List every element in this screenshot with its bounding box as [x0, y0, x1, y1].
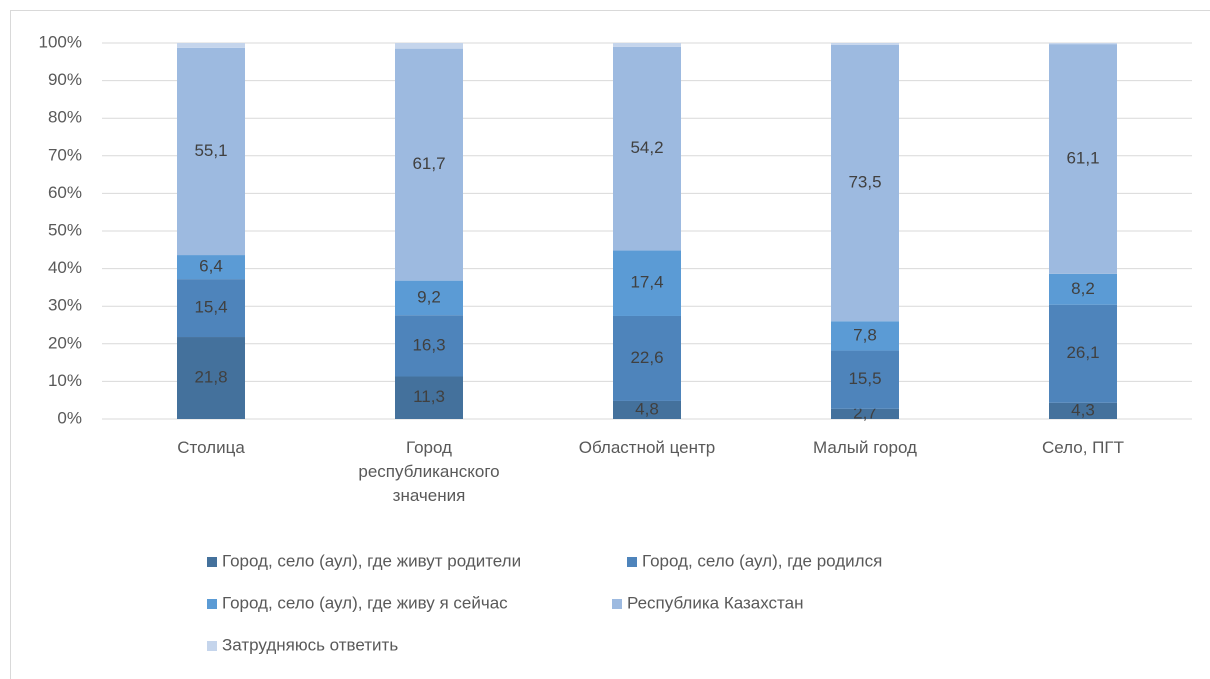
- y-tick-label: 20%: [48, 333, 82, 352]
- data-label: 15,5: [848, 369, 881, 388]
- legend-label: Республика Казахстан: [627, 593, 803, 612]
- bar-segment: [613, 46, 681, 251]
- legend-label: Затрудняюсь ответить: [222, 635, 398, 654]
- data-label: 4,8: [635, 399, 659, 418]
- data-label: 17,4: [630, 273, 663, 292]
- legend-label: Город, село (аул), где живу я сейчас: [222, 593, 508, 612]
- legend-label: Город, село (аул), где живут родители: [222, 551, 521, 570]
- y-tick-label: 50%: [48, 220, 82, 239]
- bar-segment: [1049, 43, 1117, 45]
- y-tick-label: 30%: [48, 296, 82, 315]
- x-tick-label: Областной центр: [578, 438, 716, 457]
- data-label: 8,2: [1071, 279, 1095, 298]
- bar-segment: [613, 315, 681, 401]
- bar-segment: [613, 43, 681, 47]
- data-label: 54,2: [630, 138, 663, 157]
- data-label: 21,8: [194, 368, 227, 387]
- x-tick-label: Столица: [177, 438, 245, 457]
- data-label: 15,4: [194, 298, 227, 317]
- bar-segment: [395, 48, 463, 281]
- data-label: 22,6: [630, 348, 663, 367]
- y-tick-label: 80%: [48, 108, 82, 127]
- data-label: 6,4: [199, 257, 223, 276]
- data-label: 16,3: [412, 335, 445, 354]
- bar-segment: [831, 43, 899, 45]
- x-tick-label: Малый город: [813, 438, 917, 457]
- y-tick-label: 90%: [48, 70, 82, 89]
- legend-swatch: [207, 557, 217, 567]
- bar-segment: [177, 43, 245, 48]
- bar-segment: [395, 280, 463, 316]
- data-label: 7,8: [853, 325, 877, 344]
- y-tick-label: 40%: [48, 258, 82, 277]
- chart-border: [10, 10, 1210, 679]
- legend-swatch: [207, 599, 217, 609]
- data-label: 4,3: [1071, 400, 1095, 419]
- bar-segment: [177, 255, 245, 280]
- bar-segment: [831, 44, 899, 322]
- data-label: 55,1: [194, 141, 227, 160]
- bar-segment: [613, 400, 681, 419]
- y-tick-label: 70%: [48, 145, 82, 164]
- bar-segment: [395, 315, 463, 377]
- data-label: 61,1: [1066, 148, 1099, 167]
- legend-swatch: [207, 641, 217, 651]
- bar-segment: [1049, 304, 1117, 403]
- bar-segment: [177, 337, 245, 419]
- legend-label: Город, село (аул), где родился: [642, 551, 882, 570]
- bar-segment: [1049, 402, 1117, 419]
- bar-segment: [1049, 44, 1117, 274]
- bar-segment: [831, 350, 899, 409]
- bar-segment: [177, 47, 245, 256]
- bar-segment: [1049, 273, 1117, 305]
- data-label: 11,3: [413, 387, 445, 406]
- bar-segment: [831, 408, 899, 419]
- legend-swatch: [627, 557, 637, 567]
- data-label: 9,2: [417, 287, 441, 306]
- bar-segment: [613, 250, 681, 316]
- data-label: 73,5: [848, 173, 881, 192]
- y-tick-label: 60%: [48, 183, 82, 202]
- data-label: 26,1: [1066, 343, 1099, 362]
- y-tick-label: 100%: [39, 32, 82, 51]
- x-tick-label: Село, ПГТ: [1042, 438, 1124, 457]
- bar-segment: [395, 43, 463, 49]
- legend-swatch: [612, 599, 622, 609]
- bar-segment: [395, 376, 463, 419]
- bar-segment: [831, 321, 899, 351]
- y-tick-label: 0%: [57, 408, 82, 427]
- y-tick-label: 10%: [48, 371, 82, 390]
- bar-segment: [177, 279, 245, 338]
- x-tick-label: Город республиканского значения: [358, 438, 500, 505]
- data-label: 61,7: [412, 154, 445, 173]
